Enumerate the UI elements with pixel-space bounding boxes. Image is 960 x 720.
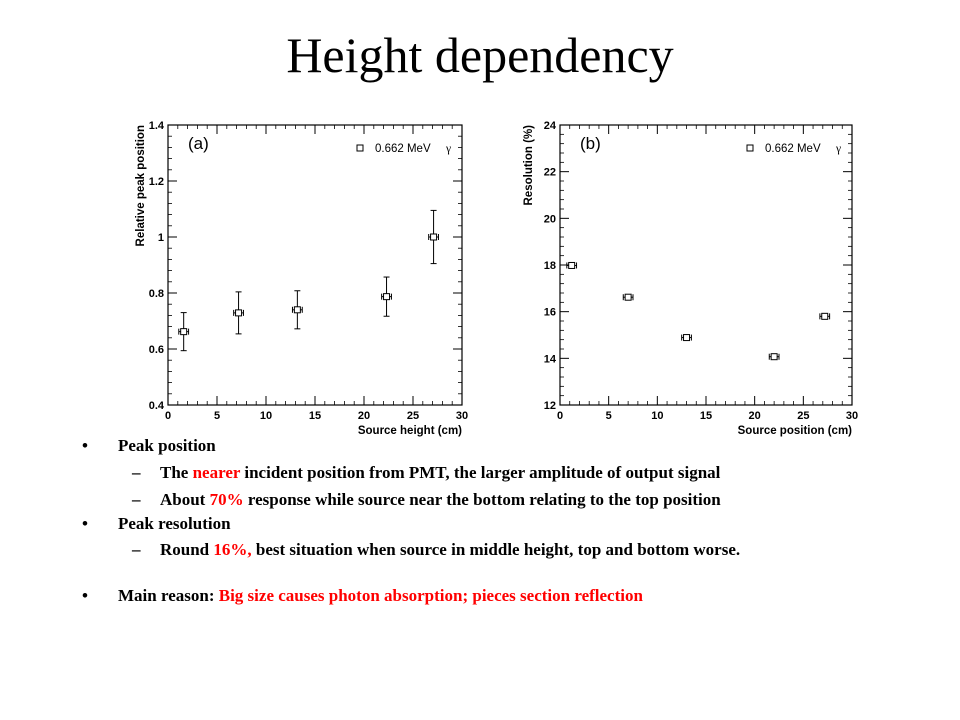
legend-marker — [746, 144, 754, 152]
y-tick-label: 18 — [544, 260, 556, 272]
x-tick-label: 20 — [749, 410, 761, 422]
x-tick-label: 10 — [651, 410, 663, 422]
bullet-text-part: About — [160, 490, 210, 509]
y-tick-label: 0.8 — [149, 288, 164, 300]
bullet-text: Main reason: Big size causes photon abso… — [118, 586, 643, 606]
plot-frame — [559, 124, 853, 406]
bullet-text: Peak resolution — [118, 514, 231, 534]
data-point — [178, 312, 190, 352]
data-point — [681, 334, 692, 342]
data-point — [233, 291, 244, 335]
x-tick-label: 5 — [214, 410, 220, 422]
x-axis-title: Source position (cm) — [738, 425, 853, 437]
sub-bullet-16-percent: – Round 16%, best situation when source … — [132, 540, 740, 560]
bullet-marker: • — [82, 514, 88, 533]
sub-bullet-text: The nearer incident position from PMT, t… — [160, 463, 870, 482]
y-tick-label: 0.6 — [149, 344, 164, 356]
y-axis-title: Relative peak position — [135, 125, 147, 246]
bullet-main-reason: • Main reason: Big size causes photon ab… — [82, 586, 643, 606]
highlight-text: Big size causes photon absorption; piece… — [218, 586, 643, 605]
x-axis-title: Source height (cm) — [358, 425, 462, 437]
bullet-marker: • — [82, 586, 88, 605]
data-point — [428, 209, 439, 265]
y-tick-label: 14 — [544, 353, 557, 365]
bullet-peak-resolution: • Peak resolution — [82, 514, 231, 534]
data-point — [819, 312, 831, 320]
bullet-text-part: incident position from PMT, the larger a… — [240, 463, 721, 482]
x-tick-label: 0 — [557, 410, 563, 422]
x-tick-label: 30 — [456, 410, 468, 422]
point-marker — [235, 309, 243, 317]
x-tick-label: 15 — [700, 410, 712, 422]
y-tick-label: 1.4 — [149, 120, 165, 132]
plot-frame — [167, 124, 463, 406]
data-point — [768, 353, 780, 361]
sub-bullet-text: Round 16%, best situation when source in… — [160, 540, 870, 559]
y-tick-label: 24 — [544, 120, 557, 132]
point-marker — [180, 328, 188, 336]
bullet-peak-position: • Peak position — [82, 436, 216, 456]
bullet-text-part: The — [160, 463, 193, 482]
x-tick-label: 0 — [165, 410, 171, 422]
sub-bullet-marker: – — [132, 463, 141, 482]
panel-label: (a) — [188, 134, 209, 153]
sub-bullet-70-percent: – About 70% response while source near t… — [132, 490, 721, 510]
point-marker — [683, 334, 691, 342]
y-axis-title: Resolution (%) — [523, 125, 535, 206]
bullet-text-part: Round — [160, 540, 214, 559]
data-point — [291, 290, 303, 330]
bullet-text-part: response while source near the bottom re… — [243, 490, 721, 509]
bullet-text-part: Peak position — [118, 436, 216, 455]
sub-bullet-marker: – — [132, 540, 141, 559]
x-tick-label: 5 — [606, 410, 612, 422]
legend-gamma-symbol: γ — [445, 143, 451, 155]
legend-marker — [356, 144, 364, 152]
sub-bullet-nearer: – The nearer incident position from PMT,… — [132, 463, 720, 483]
x-tick-label: 10 — [260, 410, 272, 422]
bullet-marker: • — [82, 436, 88, 455]
y-tick-label: 22 — [544, 167, 556, 179]
highlight-text: 16%, — [213, 540, 252, 559]
peak-position-chart: 0.4 0.6 0.8 1 1.2 1.4 0 5 10 15 20 25 30 Source heigh… — [135, 120, 468, 437]
y-tick-label: 0.4 — [149, 400, 165, 412]
point-marker — [430, 233, 438, 241]
resolution-chart: 12 14 16 18 20 22 24 0 5 10 15 20 25 30 Source positio… — [523, 120, 858, 437]
point-marker — [568, 261, 576, 269]
data-point — [566, 261, 578, 269]
x-tick-label: 30 — [846, 410, 858, 422]
x-tick-label: 25 — [407, 410, 419, 422]
sub-bullet-marker: – — [132, 490, 141, 509]
bullet-text-part: Main reason: — [118, 586, 219, 605]
x-tick-label: 20 — [358, 410, 370, 422]
y-tick-label: 1 — [158, 232, 164, 244]
data-point — [622, 293, 634, 301]
y-tick-label: 1.2 — [149, 176, 164, 188]
point-marker — [624, 293, 632, 301]
x-tick-label: 15 — [309, 410, 321, 422]
y-tick-label: 20 — [544, 213, 556, 225]
bullet-text-part: best situation when source in middle hei… — [251, 540, 741, 559]
highlight-text: nearer — [192, 463, 241, 482]
point-marker — [821, 312, 829, 320]
legend-label: 0.662 MeV — [765, 143, 821, 155]
panel-label: (b) — [580, 134, 601, 153]
legend-label: 0.662 MeV — [375, 143, 431, 155]
highlight-text: 70% — [209, 490, 244, 509]
sub-bullet-text: About 70% response while source near the… — [160, 490, 870, 509]
x-tick-label: 25 — [797, 410, 809, 422]
y-tick-label: 12 — [544, 400, 556, 412]
point-marker — [383, 293, 391, 301]
point-marker — [770, 353, 778, 361]
point-marker — [293, 306, 301, 314]
bullet-text: Peak position — [118, 436, 216, 456]
y-tick-label: 16 — [544, 307, 556, 319]
data-point — [381, 276, 392, 317]
slide-title: Height dependency — [286, 27, 674, 83]
legend-gamma-symbol: γ — [835, 143, 841, 155]
bullet-text-part: Peak resolution — [118, 514, 231, 533]
